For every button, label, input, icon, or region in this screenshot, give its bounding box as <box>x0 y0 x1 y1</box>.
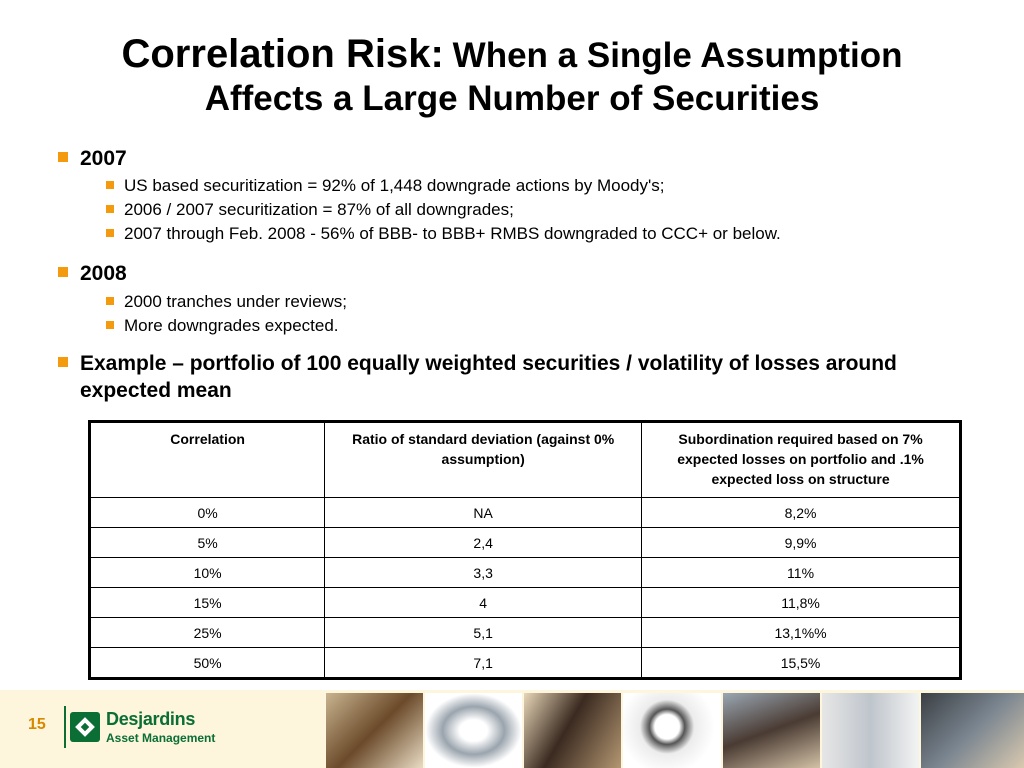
slide-title-main: Correlation Risk: <box>121 32 444 76</box>
sub-bullet-text: 2007 through Feb. 2008 - 56% of BBB- to … <box>124 224 781 244</box>
cell-subordination: 15,5% <box>641 647 961 679</box>
table-row: 15% 4 11,8% <box>88 587 961 618</box>
page-number: 15 <box>28 716 46 733</box>
table-row: 10% 3,3 11% <box>88 557 961 588</box>
cell-ratio: 2,4 <box>324 527 643 558</box>
cell-correlation: 5% <box>88 527 326 558</box>
sub-bullet: US based securitization = 92% of 1,448 d… <box>58 174 978 198</box>
logo-divider <box>64 706 66 748</box>
bullet-heading-2007: 2007 <box>80 147 127 170</box>
bullet-example: Example – portfolio of 100 equally weigh… <box>58 350 978 405</box>
desjardins-hexagon-icon <box>70 712 100 742</box>
cell-correlation: 10% <box>88 557 326 588</box>
sub-bullet-text: US based securitization = 92% of 1,448 d… <box>124 176 665 196</box>
cell-subordination: 13,1%% <box>641 617 961 648</box>
cell-ratio: 3,3 <box>324 557 643 588</box>
cell-ratio: NA <box>324 497 643 528</box>
logo-brand: Desjardins <box>106 709 196 729</box>
table-row: 25% 5,1 13,1%% <box>88 617 961 648</box>
slide-title: Correlation Risk: When a Single Assumpti… <box>20 30 1004 120</box>
bullet-example-text: Example – portfolio of 100 equally weigh… <box>80 351 897 402</box>
cell-correlation: 25% <box>88 617 326 648</box>
table-row: 50% 7,1 15,5% <box>88 647 961 679</box>
slide-title-sub-line2: Affects a Large Number of Securities <box>204 79 820 118</box>
table-header-row: Correlation Ratio of standard deviation … <box>88 421 961 498</box>
cell-ratio: 5,1 <box>324 617 643 648</box>
square-bullet-icon <box>58 152 68 162</box>
sub-bullet: 2006 / 2007 securitization = 87% of all … <box>58 198 978 222</box>
sub-bullet-text: More downgrades expected. <box>124 315 339 335</box>
cell-ratio: 7,1 <box>324 647 643 679</box>
logo-brand-sub: Asset Management <box>106 731 216 745</box>
square-bullet-icon <box>58 356 68 367</box>
sub-bullet-text: 2006 / 2007 securitization = 87% of all … <box>124 200 514 220</box>
cell-correlation: 0% <box>88 497 326 528</box>
cell-subordination: 9,9% <box>641 527 961 558</box>
square-bullet-icon <box>106 181 114 190</box>
paper-crane-photo <box>821 693 919 768</box>
business-meeting-photo <box>326 693 424 768</box>
cell-correlation: 15% <box>88 587 326 618</box>
square-bullet-icon <box>106 296 114 305</box>
sub-bullet-text: 2000 tranches under reviews; <box>124 291 348 311</box>
cell-subordination: 11,8% <box>641 587 961 618</box>
square-bullet-icon <box>106 205 114 214</box>
magnifying-glass-photo <box>623 693 721 768</box>
header-subordination: Subordination required based on 7% expec… <box>641 421 961 498</box>
square-bullet-icon <box>58 267 68 278</box>
header-correlation: Correlation <box>88 421 326 498</box>
header-ratio-std-dev: Ratio of standard deviation (against 0% … <box>324 421 643 498</box>
office-meeting-photo <box>524 693 622 768</box>
cell-subordination: 11% <box>641 557 961 588</box>
slide-footer: 15 Desjardins Asset Management <box>0 690 1024 768</box>
square-bullet-icon <box>106 229 114 238</box>
bullet-list: 2007 US based securitization = 92% of 1,… <box>58 145 978 404</box>
sub-bullet: 2000 tranches under reviews; <box>58 290 978 314</box>
trading-desk-photo <box>920 693 1024 768</box>
table-row: 5% 2,4 9,9% <box>88 527 961 558</box>
table-row: 0% NA 8,2% <box>88 497 961 528</box>
photo-strip <box>326 693 1024 768</box>
bullet-2007: 2007 <box>58 145 978 172</box>
correlation-table: Correlation Ratio of standard deviation … <box>88 420 962 680</box>
sub-bullet: 2007 through Feb. 2008 - 56% of BBB- to … <box>58 222 978 246</box>
slide-title-sub-line1: When a Single Assumption <box>452 36 903 75</box>
cell-ratio: 4 <box>324 587 643 618</box>
bullet-2008: 2008 <box>58 260 978 287</box>
cell-subordination: 8,2% <box>641 497 961 528</box>
phone-call-photo <box>722 693 820 768</box>
cell-correlation: 50% <box>88 647 326 679</box>
carabiner-photo <box>425 693 523 768</box>
square-bullet-icon <box>106 320 114 329</box>
sub-bullet: More downgrades expected. <box>58 314 978 338</box>
bullet-heading-2008: 2008 <box>80 262 127 286</box>
